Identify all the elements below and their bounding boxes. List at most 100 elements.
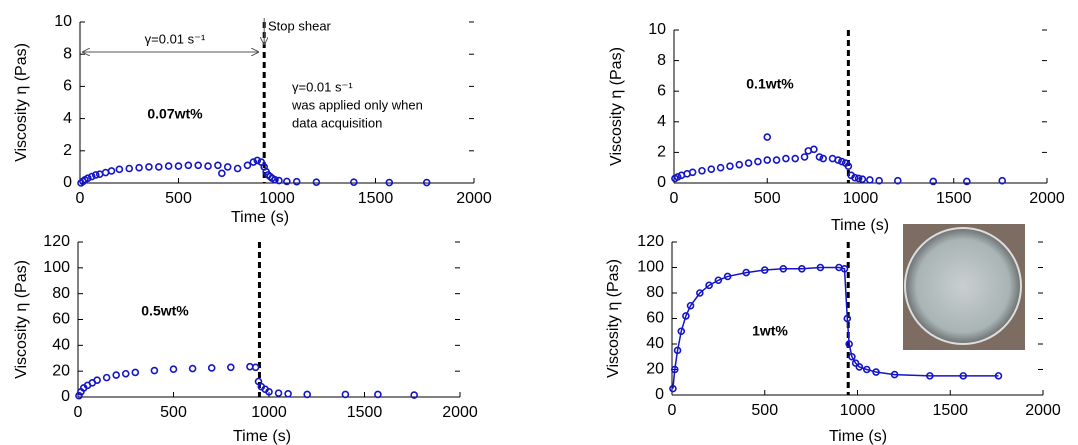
y-tick-label: 0 xyxy=(655,386,664,403)
point xyxy=(716,163,725,172)
point xyxy=(673,346,682,355)
photo-inset xyxy=(903,224,1025,350)
point xyxy=(707,165,716,174)
x-tick-label: 1500 xyxy=(347,404,383,421)
y-tick-label: 0 xyxy=(63,174,72,191)
annotation: Stop shear xyxy=(268,18,332,33)
point xyxy=(184,161,193,170)
point xyxy=(214,161,222,170)
y-axis-label: Viscosity η (Pas) xyxy=(605,259,622,378)
x-tick-label: 0 xyxy=(74,404,83,421)
y-tick-label: 10 xyxy=(648,21,666,38)
point xyxy=(164,162,173,170)
point xyxy=(251,363,260,372)
point xyxy=(422,178,431,187)
x-tick-label: 1000 xyxy=(840,402,876,419)
point xyxy=(686,301,695,310)
point xyxy=(243,161,252,170)
sample-label: 0.1wt% xyxy=(746,76,794,92)
y-tick-label: 8 xyxy=(63,45,72,62)
point xyxy=(145,163,153,171)
point xyxy=(249,158,258,166)
point xyxy=(705,281,713,290)
point xyxy=(688,168,697,177)
y-tick-label: 40 xyxy=(646,335,664,352)
point xyxy=(798,264,806,273)
point xyxy=(815,153,824,161)
point xyxy=(385,178,394,187)
y-tick-label: 8 xyxy=(657,52,666,69)
point xyxy=(866,176,874,184)
point xyxy=(102,373,111,382)
series-line xyxy=(672,266,999,389)
sample-label: 1wt% xyxy=(752,323,788,339)
x-axis-label: Time (s) xyxy=(231,209,289,226)
point xyxy=(227,363,235,372)
point xyxy=(194,161,202,170)
point xyxy=(312,178,321,186)
y-tick-label: 120 xyxy=(43,233,70,250)
point xyxy=(670,365,679,374)
x-tick-label: 2000 xyxy=(1025,402,1061,419)
point xyxy=(754,157,762,166)
y-tick-label: 40 xyxy=(52,337,70,354)
point xyxy=(800,153,809,161)
point xyxy=(188,364,197,373)
x-axis-label: Time (s) xyxy=(829,428,887,445)
y-tick-label: 100 xyxy=(43,259,70,276)
point xyxy=(350,178,358,186)
point xyxy=(779,264,788,273)
point xyxy=(204,162,212,170)
y-tick-label: 0 xyxy=(657,174,666,191)
point xyxy=(284,389,292,398)
point xyxy=(763,133,772,141)
point xyxy=(88,172,96,181)
y-tick-label: 80 xyxy=(646,284,664,301)
point xyxy=(374,390,382,399)
point xyxy=(125,164,134,173)
point xyxy=(726,162,734,170)
annotation: data acquisition xyxy=(292,115,382,130)
y-tick-label: 80 xyxy=(52,285,70,302)
point xyxy=(744,159,753,167)
sample-label: 0.07wt% xyxy=(147,106,203,122)
point xyxy=(893,176,902,185)
point xyxy=(696,289,704,297)
point xyxy=(673,173,682,181)
x-tick-label: 500 xyxy=(160,404,187,421)
point xyxy=(851,359,860,367)
point xyxy=(735,160,744,169)
point xyxy=(91,171,100,179)
point xyxy=(112,371,120,379)
annotation: was applied only when xyxy=(291,97,423,112)
point xyxy=(107,167,116,175)
point xyxy=(810,145,818,154)
point xyxy=(218,169,226,178)
point xyxy=(855,363,864,371)
point xyxy=(253,156,262,165)
y-tick-label: 60 xyxy=(646,310,664,327)
sample-label: 0.5wt% xyxy=(141,303,189,319)
point xyxy=(682,312,690,320)
point xyxy=(772,156,781,164)
point xyxy=(929,177,938,186)
point xyxy=(265,388,273,396)
point xyxy=(131,368,140,377)
x-tick-label: 1500 xyxy=(358,190,394,207)
point xyxy=(838,157,846,166)
x-axis-label: Time (s) xyxy=(233,428,291,445)
y-tick-label: 2 xyxy=(63,142,72,159)
x-tick-label: 500 xyxy=(751,402,778,419)
point xyxy=(845,340,853,348)
point xyxy=(283,177,291,186)
point xyxy=(698,166,706,175)
x-tick-label: 1500 xyxy=(936,190,972,207)
x-tick-label: 0 xyxy=(668,402,677,419)
point xyxy=(135,163,143,172)
y-tick-label: 20 xyxy=(646,361,664,378)
point xyxy=(844,162,853,170)
point xyxy=(854,174,863,183)
point xyxy=(723,272,732,281)
point xyxy=(858,175,867,183)
